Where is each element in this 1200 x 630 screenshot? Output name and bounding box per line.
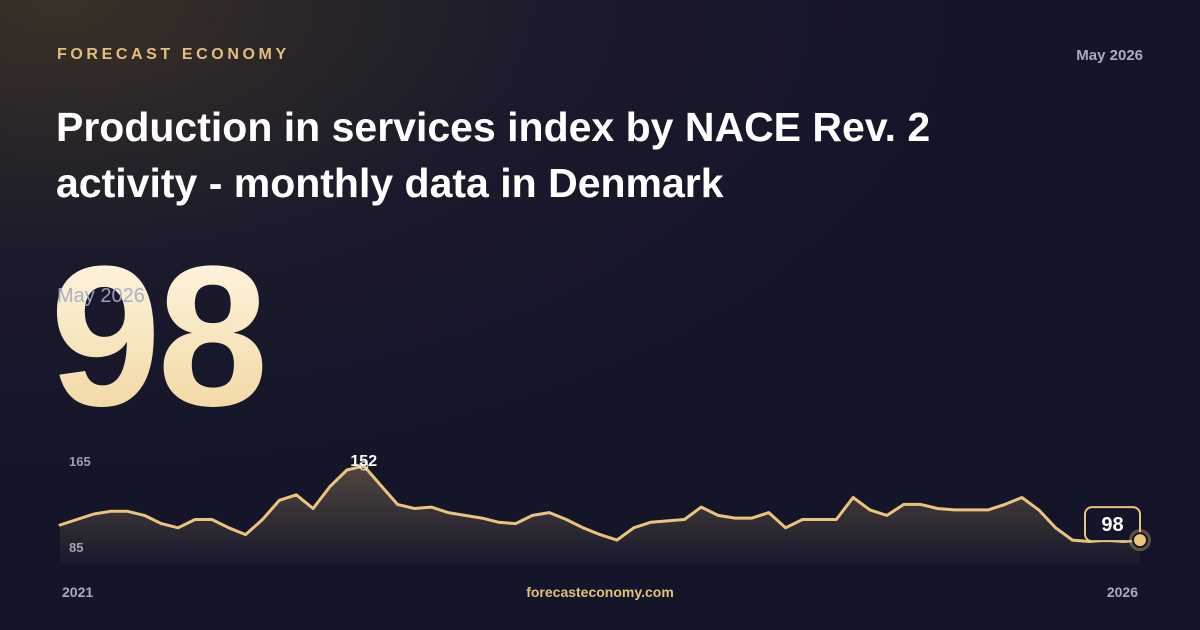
line <box>58 464 1142 543</box>
x-end-label: 2026 <box>1107 584 1138 600</box>
footer-url: forecasteconomy.com <box>526 584 674 600</box>
title-line: Production in services index by NACE Rev… <box>56 104 930 150</box>
area <box>60 465 1140 565</box>
end-label: 98 <box>1101 514 1123 536</box>
date: May 2026 <box>1076 47 1143 64</box>
peak-label: 152 <box>350 453 377 470</box>
headline-date: May 2026 <box>57 285 145 307</box>
headline-value: 98 <box>50 225 264 448</box>
end-label-box <box>1084 506 1141 543</box>
peak-marker <box>359 461 369 471</box>
x-start-label: 2021 <box>62 584 93 600</box>
brand: FORECAST ECONOMY <box>57 46 290 63</box>
end-marker <box>1132 532 1148 549</box>
title-line: activity - monthly data in Denmark <box>56 160 724 206</box>
y-tick-label: 165 <box>69 454 91 469</box>
